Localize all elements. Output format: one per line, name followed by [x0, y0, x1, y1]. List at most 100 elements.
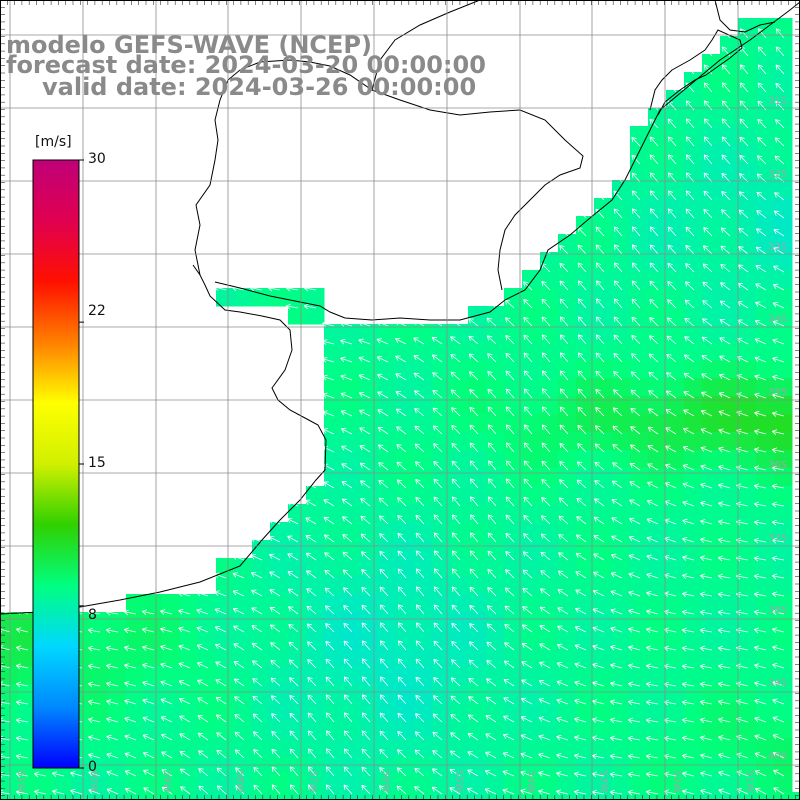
wind-arrow: [234, 731, 245, 741]
wind-arrow: [755, 283, 767, 291]
wind-arrow: [486, 299, 497, 309]
wind-speed-cell: [0, 648, 19, 667]
wind-arrow: [739, 82, 749, 93]
wind-arrow: [232, 572, 245, 579]
wind-arrow: [469, 406, 479, 417]
wind-arrow: [397, 749, 407, 759]
wind-arrow: [557, 625, 569, 633]
wind-speed-cell: [288, 612, 307, 631]
wind-arrow: [717, 609, 731, 616]
wind-arrow: [684, 336, 695, 345]
wind-arrow: [433, 622, 443, 633]
wind-arrow: [753, 591, 767, 598]
wind-arrow: [505, 460, 515, 471]
wind-speed-cell: [612, 396, 631, 415]
wind-arrow: [754, 374, 767, 381]
wind-arrow: [665, 390, 677, 399]
wind-arrow: [415, 496, 425, 507]
wind-speed-cell: [504, 720, 523, 739]
wind-arrow: [631, 244, 641, 255]
wind-speed-cell: [756, 684, 775, 703]
wind-speed-cell: [774, 198, 793, 217]
title-model: modelo GEFS-WAVE (NCEP): [6, 31, 372, 59]
wind-arrow: [415, 479, 425, 489]
wind-speed-cell: [126, 630, 145, 649]
wind-arrow: [556, 662, 569, 669]
wind-speed-cell: [360, 522, 379, 541]
wind-speed-cell: [756, 144, 775, 163]
wind-arrow: [394, 337, 407, 345]
wind-arrow: [34, 789, 47, 796]
wind-speed-cell: [558, 486, 577, 505]
wind-speed-cell: [270, 540, 289, 559]
wind-speed-cell: [450, 378, 469, 397]
wind-arrow: [142, 680, 155, 687]
wind-arrow: [379, 640, 389, 651]
wind-arrow: [505, 334, 515, 345]
wind-arrow: [685, 172, 695, 183]
wind-speed-cell: [648, 576, 667, 595]
wind-speed-cell: [738, 666, 757, 685]
wind-arrow: [703, 190, 713, 201]
wind-speed-cell: [18, 774, 37, 793]
wind-speed-cell: [702, 270, 721, 289]
wind-speed-cell: [540, 666, 559, 685]
wind-speed-cell: [612, 432, 631, 451]
wind-arrow: [631, 353, 641, 363]
wind-arrow: [340, 410, 353, 417]
wind-arrow: [627, 699, 641, 706]
wind-speed-cell: [198, 792, 217, 800]
wind-arrow: [215, 643, 227, 651]
wind-arrow: [197, 715, 209, 723]
wind-arrow: [325, 694, 335, 705]
coastline: [0, 0, 800, 615]
wind-speed-cell: [396, 324, 415, 343]
wind-arrow: [772, 716, 785, 723]
wind-speed-cell: [774, 666, 793, 685]
wind-speed-cell: [630, 558, 649, 577]
wind-arrow: [467, 714, 479, 723]
wind-arrow: [358, 374, 371, 381]
wind-speed-cell: [756, 180, 775, 199]
wind-arrow: [592, 644, 605, 651]
wind-speed-cell: [450, 738, 469, 757]
wind-arrow: [739, 118, 749, 129]
wind-speed-cell: [0, 684, 19, 703]
wind-arrow: [253, 784, 263, 795]
wind-arrow: [520, 752, 533, 759]
wind-arrow: [88, 788, 101, 795]
wind-arrow: [468, 371, 479, 381]
wind-arrow: [414, 408, 425, 417]
wind-speed-cell: [288, 504, 307, 523]
wind-arrow: [631, 262, 641, 273]
wind-arrow: [106, 734, 119, 741]
wind-arrow: [772, 662, 785, 669]
wind-arrow: [701, 391, 713, 399]
wind-speed-cell: [774, 216, 793, 235]
wind-speed-cell: [180, 774, 199, 793]
wind-arrow: [699, 609, 713, 616]
wind-arrow: [558, 515, 569, 525]
wind-speed-cell: [414, 450, 433, 469]
wind-arrow: [627, 681, 641, 688]
wind-speed-cell: [342, 522, 361, 541]
wind-arrow: [343, 676, 353, 687]
wind-speed-cell: [756, 612, 775, 631]
wind-arrow: [487, 496, 497, 507]
wind-speed-cell: [720, 486, 739, 505]
wind-arrow: [522, 587, 533, 597]
wind-speed-cell: [738, 324, 757, 343]
wind-arrow: [324, 605, 335, 615]
wind-arrow: [232, 590, 245, 597]
wind-speed-cell: [234, 576, 253, 595]
border-uruguay: [194, 59, 584, 291]
wind-arrow: [720, 263, 731, 273]
wind-arrow: [15, 699, 29, 706]
wind-arrow: [343, 712, 353, 723]
wind-arrow: [556, 680, 569, 687]
wind-speed-cell: [162, 720, 181, 739]
wind-arrow: [502, 733, 515, 741]
wind-speed-cell: [90, 792, 109, 800]
wind-speed-cell: [684, 270, 703, 289]
wind-arrow: [142, 734, 155, 741]
